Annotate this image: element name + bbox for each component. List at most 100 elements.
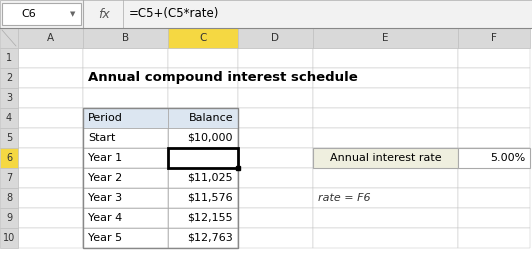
Text: 7: 7: [6, 173, 12, 183]
Bar: [83, 228, 168, 248]
Bar: [168, 108, 238, 128]
Bar: [458, 28, 530, 48]
Bar: [83, 28, 168, 48]
Bar: [83, 108, 168, 128]
Bar: [313, 48, 458, 68]
Bar: [83, 68, 168, 88]
Text: A: A: [47, 33, 54, 43]
Bar: [18, 188, 83, 208]
Bar: [83, 168, 168, 188]
Text: 2: 2: [6, 73, 12, 83]
Bar: [168, 208, 238, 228]
Text: Year 4: Year 4: [88, 213, 122, 223]
Text: $10,000: $10,000: [187, 133, 233, 143]
Bar: [83, 188, 168, 208]
Bar: [313, 108, 458, 128]
Bar: [458, 208, 530, 228]
Text: C6: C6: [22, 9, 36, 19]
Bar: [458, 48, 530, 68]
Bar: [0, 68, 18, 88]
Text: B: B: [122, 33, 129, 43]
Text: Balance: Balance: [188, 113, 233, 123]
Bar: [458, 68, 530, 88]
Text: $11,025: $11,025: [187, 173, 233, 183]
Bar: [0, 228, 18, 248]
Bar: [238, 168, 313, 188]
Text: $11,576: $11,576: [187, 193, 233, 203]
Bar: [458, 168, 530, 188]
Text: 5.00%: 5.00%: [490, 153, 525, 163]
Bar: [313, 28, 458, 48]
Bar: [238, 48, 313, 68]
Text: F: F: [491, 33, 497, 43]
Bar: [168, 228, 238, 248]
Text: C: C: [200, 33, 207, 43]
Bar: [18, 228, 83, 248]
Bar: [18, 168, 83, 188]
Bar: [168, 168, 238, 188]
Bar: [168, 148, 238, 168]
Bar: [83, 48, 168, 68]
Bar: [168, 48, 238, 68]
Bar: [0, 108, 18, 128]
Bar: [313, 128, 458, 148]
Bar: [168, 108, 238, 128]
Text: =C5+(C5*rate): =C5+(C5*rate): [129, 8, 219, 21]
Text: E: E: [383, 33, 389, 43]
Bar: [83, 148, 168, 168]
Bar: [0, 128, 18, 148]
Text: Year 3: Year 3: [88, 193, 122, 203]
Bar: [313, 188, 458, 208]
Bar: [18, 48, 83, 68]
Bar: [313, 228, 458, 248]
Bar: [238, 208, 313, 228]
Bar: [18, 28, 83, 48]
Bar: [0, 168, 18, 188]
Bar: [458, 228, 530, 248]
Bar: [18, 88, 83, 108]
Bar: [168, 148, 238, 168]
Bar: [238, 148, 313, 168]
Bar: [83, 88, 168, 108]
Bar: [18, 108, 83, 128]
Bar: [238, 88, 313, 108]
Text: rate = F6: rate = F6: [318, 193, 371, 203]
Text: Period: Period: [88, 113, 123, 123]
Text: $12,155: $12,155: [187, 213, 233, 223]
Text: 4: 4: [6, 113, 12, 123]
Bar: [2, 3, 81, 25]
Bar: [168, 28, 238, 48]
Bar: [168, 188, 238, 208]
Bar: [313, 148, 458, 168]
Text: Annual interest rate: Annual interest rate: [330, 153, 442, 163]
Text: 9: 9: [6, 213, 12, 223]
Bar: [83, 108, 238, 248]
Bar: [458, 108, 530, 128]
Text: 5: 5: [6, 133, 12, 143]
Bar: [313, 88, 458, 108]
Bar: [238, 128, 313, 148]
Bar: [238, 228, 313, 248]
Bar: [83, 108, 168, 128]
Bar: [168, 88, 238, 108]
Text: Year 2: Year 2: [88, 173, 122, 183]
Bar: [83, 128, 168, 148]
Bar: [18, 68, 83, 88]
Text: $10,500: $10,500: [187, 153, 233, 163]
Text: 6: 6: [6, 153, 12, 163]
Bar: [0, 48, 18, 68]
Bar: [458, 88, 530, 108]
Bar: [0, 148, 18, 168]
Bar: [238, 188, 313, 208]
Text: $12,763: $12,763: [187, 233, 233, 243]
Bar: [18, 128, 83, 148]
Bar: [313, 148, 458, 168]
Bar: [313, 168, 458, 188]
Text: 10: 10: [3, 233, 15, 243]
Bar: [0, 28, 18, 48]
Bar: [168, 128, 238, 148]
Bar: [458, 188, 530, 208]
Text: D: D: [271, 33, 279, 43]
Bar: [0, 208, 18, 228]
Bar: [238, 68, 313, 88]
